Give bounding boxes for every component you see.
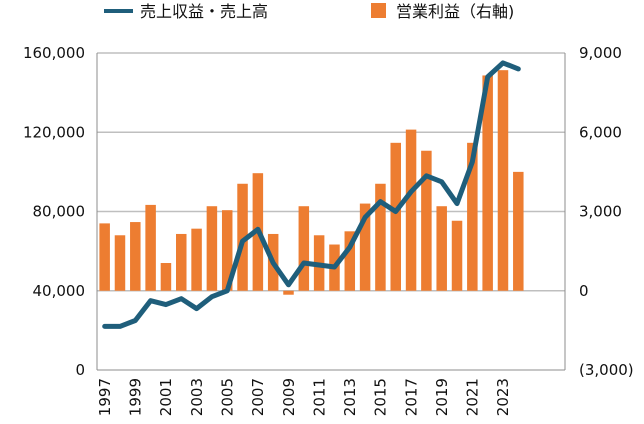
y-right-tick-label: 9,000 bbox=[579, 44, 622, 62]
bar bbox=[344, 231, 356, 291]
bar bbox=[467, 142, 478, 291]
y-left-tick-label: 80,000 bbox=[33, 203, 86, 221]
y-axis-left: 0 40,000 80,000 120,000 160,000 bbox=[23, 44, 85, 379]
bar bbox=[298, 206, 310, 291]
y-axis-right: (3,000) 0 3,000 6,000 9,000 bbox=[579, 44, 634, 379]
y-right-tick-label: 0 bbox=[579, 282, 589, 300]
legend-line-label: 売上収益・売上高 bbox=[140, 2, 268, 21]
bar bbox=[191, 228, 202, 291]
bar bbox=[451, 220, 463, 291]
legend: 売上収益・売上高 営業利益（右軸) bbox=[104, 2, 514, 21]
x-tick-label: 2009 bbox=[280, 378, 298, 416]
x-tick-label: 2007 bbox=[249, 378, 267, 416]
bar bbox=[390, 142, 401, 291]
bar bbox=[160, 263, 172, 291]
bar bbox=[405, 129, 417, 291]
x-tick-label: 1999 bbox=[127, 378, 145, 416]
bar bbox=[145, 204, 156, 291]
x-tick-label: 2003 bbox=[188, 378, 206, 416]
bar bbox=[513, 171, 524, 291]
x-tick-label: 2019 bbox=[433, 378, 451, 416]
bar bbox=[130, 222, 141, 291]
y-left-tick-label: 120,000 bbox=[23, 123, 85, 141]
x-tick-label: 2017 bbox=[402, 378, 420, 416]
bar bbox=[436, 206, 447, 291]
x-axis: 1997 1999 2001 2003 2005 2007 2009 2011 2013 2015… bbox=[96, 378, 512, 416]
x-tick-label: 2011 bbox=[310, 378, 328, 416]
bar-series bbox=[99, 70, 524, 295]
bar bbox=[482, 75, 493, 291]
bar bbox=[206, 206, 218, 291]
x-tick-label: 2021 bbox=[464, 378, 482, 416]
y-left-tick-label: 160,000 bbox=[23, 44, 85, 62]
line-series bbox=[102, 60, 521, 329]
bar bbox=[497, 70, 509, 291]
x-tick-label: 1997 bbox=[96, 378, 114, 416]
legend-bar-swatch bbox=[371, 3, 386, 18]
bar bbox=[359, 203, 371, 291]
y-left-tick-label: 40,000 bbox=[33, 282, 86, 300]
y-right-tick-label: 6,000 bbox=[579, 123, 622, 141]
bar bbox=[99, 223, 110, 291]
bar bbox=[375, 183, 386, 291]
bar bbox=[221, 210, 233, 291]
bar bbox=[114, 235, 126, 291]
bar bbox=[237, 183, 248, 291]
legend-bar-label: 営業利益（右軸) bbox=[396, 2, 514, 21]
x-tick-label: 2013 bbox=[341, 378, 359, 416]
axes bbox=[96, 53, 566, 371]
x-tick-label: 2015 bbox=[372, 378, 390, 416]
line-path bbox=[102, 60, 521, 329]
y-left-tick-label: 0 bbox=[75, 361, 85, 379]
bar bbox=[421, 150, 432, 291]
bar bbox=[283, 290, 294, 295]
y-right-tick-label: 3,000 bbox=[579, 203, 622, 221]
y-right-tick-label: (3,000) bbox=[579, 361, 634, 379]
x-tick-label: 2001 bbox=[157, 378, 175, 416]
bar bbox=[176, 233, 187, 291]
x-tick-label: 2023 bbox=[494, 378, 512, 416]
x-tick-label: 2005 bbox=[218, 378, 236, 416]
